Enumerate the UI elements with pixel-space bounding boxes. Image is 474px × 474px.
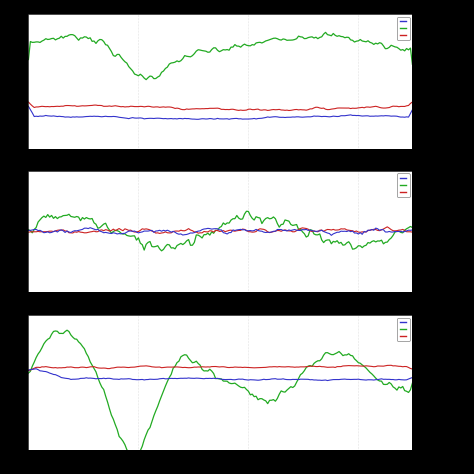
Legend: , , : , , [397, 173, 410, 197]
Legend: , , : , , [397, 318, 410, 341]
Legend: , , : , , [397, 17, 410, 40]
